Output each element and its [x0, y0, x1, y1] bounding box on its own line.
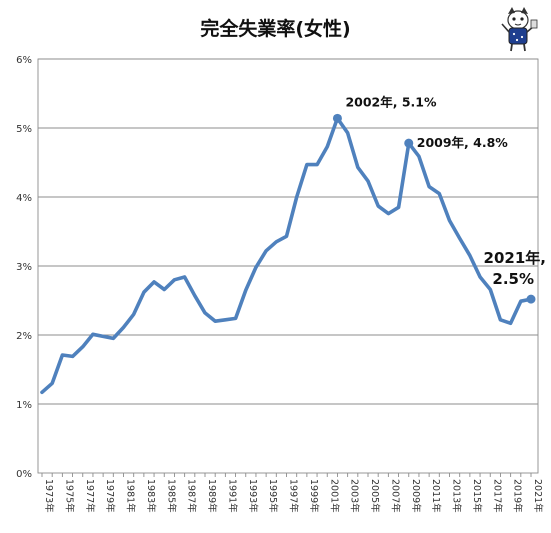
y-tick-label: 2%: [16, 331, 32, 342]
x-tick-label: 1973年: [43, 479, 55, 513]
x-tick-label: 1997年: [288, 479, 300, 513]
x-tick-label: 2009年: [410, 479, 422, 513]
y-tick-label: 0%: [16, 469, 32, 480]
data-point-marker: [332, 113, 342, 123]
plot-border: [37, 58, 539, 474]
y-tick-label: 5%: [16, 124, 32, 135]
x-tick-label: 1983年: [145, 479, 157, 513]
x-tick-label: 2001年: [328, 479, 340, 513]
chart-title: 完全失業率(女性): [200, 18, 351, 40]
x-tick-label: 1989年: [206, 479, 218, 513]
x-tick-label: 1979年: [104, 479, 116, 513]
x-tick-label: 1985年: [165, 479, 177, 513]
x-tick-label: 2017年: [491, 479, 503, 513]
mascot-icon: [498, 6, 538, 52]
x-tick-label: 1977年: [84, 479, 96, 513]
x-tick-label: 1987年: [186, 479, 198, 513]
y-tick-label: 1%: [16, 400, 32, 411]
x-tick-label: 1999年: [308, 479, 320, 513]
x-tick-label: 2005年: [369, 479, 381, 513]
x-tick-label: 2007年: [389, 479, 401, 513]
data-point-marker: [404, 138, 414, 148]
y-tick-label: 4%: [16, 193, 32, 204]
y-tick-label: 6%: [16, 55, 32, 66]
data-label: 2021年,: [484, 249, 546, 267]
y-tick-label: 3%: [16, 262, 32, 273]
x-tick-label: 2019年: [512, 479, 524, 513]
x-tick-label: 2003年: [349, 479, 361, 513]
x-tick-label: 2013年: [451, 479, 463, 513]
data-label: 2009年, 4.8%: [417, 135, 509, 150]
x-tick-label: 2011年: [430, 479, 442, 513]
x-tick-label: 2021年: [532, 479, 544, 513]
data-point-marker: [526, 294, 536, 304]
x-tick-label: 2015年: [471, 479, 483, 513]
data-label: 2.5%: [492, 270, 534, 288]
x-tick-label: 1981年: [125, 479, 137, 513]
x-tick-label: 1995年: [267, 479, 279, 513]
x-tick-label: 1993年: [247, 479, 259, 513]
x-tick-label: 1975年: [63, 479, 75, 513]
x-tick-label: 1991年: [226, 479, 238, 513]
series-line: [40, 116, 533, 395]
data-label: 2002年, 5.1%: [345, 94, 437, 109]
